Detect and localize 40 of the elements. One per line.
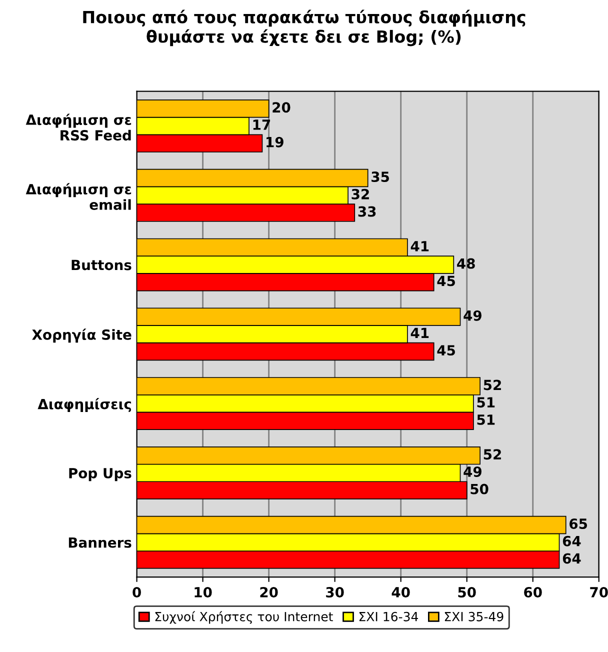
data-label: 49 [464,310,482,321]
data-label: 51 [477,397,495,408]
legend-label: ΣΧΙ 16-34 [359,612,418,622]
data-label: 50 [470,484,488,494]
y-tick-label: Διαφήμιση σε RSS Feed [26,114,132,141]
data-label: 20 [272,102,290,113]
y-tick-label: Buttons [72,260,132,270]
data-label: 45 [437,276,455,286]
data-label: 64 [562,553,581,564]
data-label: 41 [410,241,429,252]
data-label: 64 [562,536,581,546]
x-tick-label: 10 [194,586,212,598]
x-tick-label: 30 [326,586,344,598]
legend-label: Συχνοί Χρήστες του Internet [155,611,333,624]
x-tick-label: 60 [524,586,542,598]
y-tick-label: Banners [68,537,132,548]
data-label: 32 [352,188,369,200]
data-label: 17 [253,120,270,130]
data-label: 49 [464,466,482,477]
data-label: 48 [457,258,475,269]
x-tick-label: 40 [392,586,410,598]
data-label: 65 [570,518,588,530]
y-tick-label: Χορηγία Site [32,328,132,343]
y-tick-label: Διαφήμιση σε email [26,183,132,210]
data-label: 19 [266,136,284,148]
chart-title: Ποιους από τους παρακάτω τύπους διαφήμισης θυμάστε να έχετε δει σε Blog; (%) [83,10,526,46]
y-tick-label: Pop Ups [69,468,132,482]
data-label: 35 [372,172,389,182]
data-label: 33 [358,206,376,217]
data-label: 52 [484,380,501,390]
y-tick-label: Διαφημίσεις [38,398,132,412]
data-label: 51 [477,414,495,425]
x-tick-label: 20 [260,586,278,598]
x-tick-label: 0 [132,586,141,598]
legend-label: ΣΧΙ 35-49 [444,612,504,622]
data-label: 45 [437,345,455,356]
x-tick-label: 50 [458,586,476,598]
data-label: 41 [410,328,429,338]
data-label: 52 [484,449,501,460]
x-tick-label: 70 [590,586,608,598]
